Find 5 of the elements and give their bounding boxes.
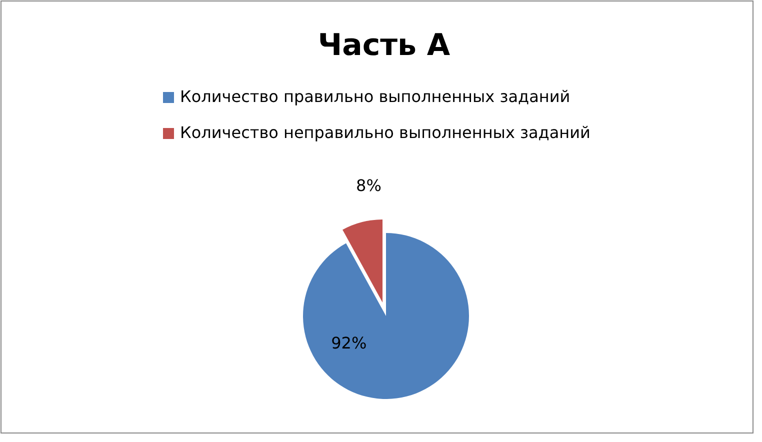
data-label: 92%: [331, 334, 367, 353]
legend-label: Количество неправильно выполненных заданий: [180, 123, 590, 142]
chart-title: Часть А: [318, 28, 451, 63]
data-label: 8%: [356, 176, 382, 196]
legend-label: Количество правильно выполненных заданий: [180, 87, 570, 106]
